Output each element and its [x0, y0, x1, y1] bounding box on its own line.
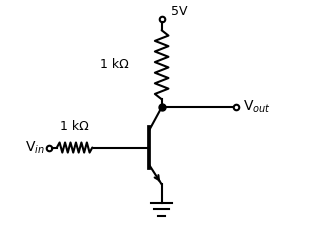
Text: V$_{in}$: V$_{in}$ — [25, 139, 44, 156]
Text: V$_{out}$: V$_{out}$ — [243, 99, 271, 116]
Text: 1 kΩ: 1 kΩ — [100, 58, 129, 71]
Text: 5V: 5V — [171, 5, 188, 18]
Text: 1 kΩ: 1 kΩ — [60, 120, 89, 133]
